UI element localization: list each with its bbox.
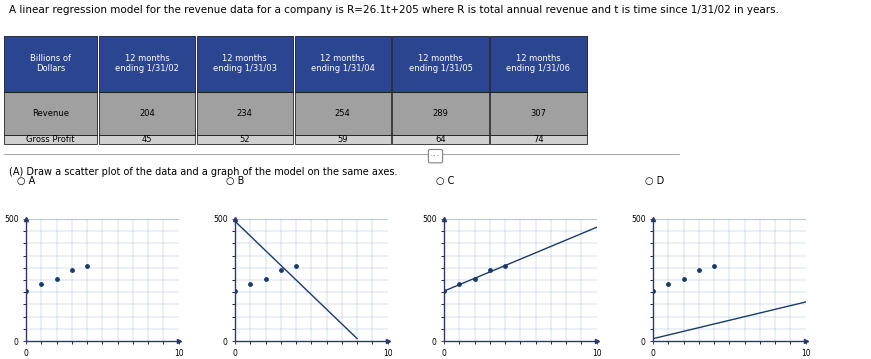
Point: [646, 288, 660, 294]
Text: 64: 64: [436, 135, 446, 144]
Text: 74: 74: [533, 135, 544, 144]
Point: [65, 267, 78, 273]
Point: [677, 276, 691, 282]
Text: ○ D: ○ D: [645, 176, 664, 186]
Text: 204: 204: [139, 108, 155, 118]
Text: 45: 45: [142, 135, 152, 144]
Text: 307: 307: [530, 108, 546, 118]
Point: [259, 276, 273, 282]
Point: [707, 263, 721, 269]
Point: [34, 281, 48, 287]
Text: 12 months
ending 1/31/03: 12 months ending 1/31/03: [213, 54, 277, 74]
Point: [662, 281, 676, 287]
Text: Gross Profit: Gross Profit: [26, 135, 75, 144]
Point: [244, 281, 258, 287]
Text: A linear regression model for the revenue data for a company is R=26.1t+205 wher: A linear regression model for the revenu…: [9, 5, 779, 15]
Point: [483, 267, 496, 273]
Text: ○ C: ○ C: [436, 176, 454, 186]
Text: 12 months
ending 1/31/02: 12 months ending 1/31/02: [115, 54, 179, 74]
Point: [273, 267, 287, 273]
Point: [289, 263, 303, 269]
Text: 59: 59: [337, 135, 348, 144]
Text: 12 months
ending 1/31/06: 12 months ending 1/31/06: [506, 54, 571, 74]
Text: (A) Draw a scatter plot of the data and a graph of the model on the same axes.: (A) Draw a scatter plot of the data and …: [9, 167, 397, 177]
Point: [50, 276, 64, 282]
Point: [468, 276, 482, 282]
Point: [437, 288, 451, 294]
Point: [692, 267, 706, 273]
Point: [80, 263, 94, 269]
Point: [498, 263, 512, 269]
Text: 12 months
ending 1/31/04: 12 months ending 1/31/04: [311, 54, 375, 74]
Text: ○ B: ○ B: [226, 176, 245, 186]
Text: 254: 254: [334, 108, 350, 118]
Point: [19, 288, 33, 294]
Text: ···: ···: [430, 151, 441, 161]
Text: Billions of
Dollars: Billions of Dollars: [30, 54, 71, 74]
Text: 289: 289: [433, 108, 449, 118]
Text: ○ A: ○ A: [17, 176, 36, 186]
Text: Revenue: Revenue: [32, 108, 69, 118]
Text: 234: 234: [237, 108, 253, 118]
Point: [453, 281, 467, 287]
Point: [228, 288, 242, 294]
Text: 52: 52: [240, 135, 250, 144]
Text: 12 months
ending 1/31/05: 12 months ending 1/31/05: [408, 54, 472, 74]
